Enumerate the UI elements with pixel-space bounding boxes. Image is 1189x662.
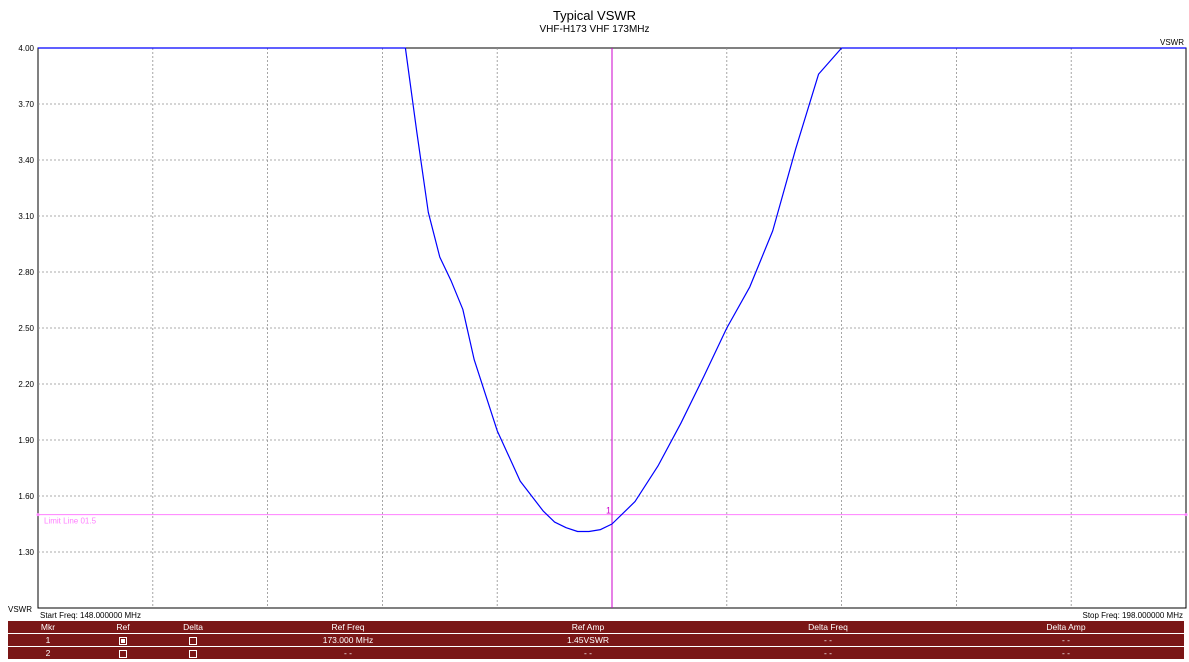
ref-checkbox[interactable] — [119, 649, 127, 658]
header-mkr: Mkr — [8, 621, 88, 634]
marker-group: 1 — [606, 48, 613, 608]
table-row: 1 173.000 MHz 1.45VSWR - - - - — [8, 633, 1184, 647]
marker-number: 1 — [8, 633, 88, 647]
ref-amp-value: - - — [468, 646, 708, 660]
ref-freq-value: 173.000 MHz — [228, 633, 468, 647]
limit-line-label: Limit Line 01.5 — [44, 517, 97, 526]
ref-checkbox-cell — [88, 633, 158, 647]
ref-amp-value: 1.45VSWR — [468, 633, 708, 647]
chart-subtitle: VHF-H173 VHF 173MHz — [539, 24, 650, 35]
vswr-trace — [38, 47, 1186, 533]
table-row: 2 - - - - - - - - — [8, 646, 1184, 660]
delta-amp-value: - - — [948, 633, 1184, 647]
ref-checkbox-cell — [88, 646, 158, 660]
marker-table: Mkr Ref Delta Ref Freq Ref Amp Delta Fre… — [8, 621, 1184, 660]
y-tick-label: 2.50 — [18, 324, 34, 333]
delta-amp-value: - - — [948, 646, 1184, 660]
marker-label: 1 — [606, 506, 611, 516]
y-tick-label: 1.30 — [18, 548, 34, 557]
y-tick-label: 4.00 — [18, 44, 34, 53]
y-tick-label: 3.70 — [18, 100, 34, 109]
bottom-axis-label: VSWR — [8, 605, 32, 614]
vswr-chart: 4.00 3.70 3.40 3.10 2.80 2.50 2.20 1.90 1.60 1.30… — [8, 38, 1188, 620]
y-tick-label: 1.60 — [18, 492, 34, 501]
header-delta-amp: Delta Amp — [948, 621, 1184, 634]
header-ref: Ref — [88, 621, 158, 634]
header-delta: Delta — [158, 621, 228, 634]
delta-checkbox[interactable] — [189, 636, 197, 645]
delta-checkbox-cell — [158, 646, 228, 660]
start-freq-label: Start Freq: 148.000000 MHz — [40, 611, 141, 620]
ref-freq-value: - - — [228, 646, 468, 660]
y-tick-label: 3.10 — [18, 212, 34, 221]
limit-line-endpoint — [1184, 513, 1188, 517]
y-tick-label: 2.20 — [18, 380, 34, 389]
trace-group — [38, 47, 1186, 533]
header-ref-amp: Ref Amp — [468, 621, 708, 634]
delta-freq-value: - - — [708, 633, 948, 647]
header-delta-freq: Delta Freq — [708, 621, 948, 634]
delta-checkbox[interactable] — [189, 649, 197, 658]
marker-table-header: Mkr Ref Delta Ref Freq Ref Amp Delta Fre… — [8, 621, 1184, 634]
delta-checkbox-cell — [158, 633, 228, 647]
stop-freq-label: Stop Freq: 198.000000 MHz — [1082, 611, 1183, 620]
marker-number: 2 — [8, 646, 88, 660]
y-axis-label: VSWR — [1160, 38, 1184, 47]
y-tick-labels: 4.00 3.70 3.40 3.10 2.80 2.50 2.20 1.90 1.60 1.30 — [18, 44, 34, 557]
delta-freq-value: - - — [708, 646, 948, 660]
ref-checkbox[interactable] — [119, 636, 127, 645]
header-ref-freq: Ref Freq — [228, 621, 468, 634]
y-tick-label: 3.40 — [18, 156, 34, 165]
chart-title: Typical VSWR — [552, 8, 637, 23]
limit-line-endpoint — [36, 513, 40, 517]
y-tick-label: 2.80 — [18, 268, 34, 277]
y-tick-label: 1.90 — [18, 436, 34, 445]
axis-text: VSWR VSWR Start Freq: 148.000000 MHz Sto… — [8, 38, 1184, 620]
